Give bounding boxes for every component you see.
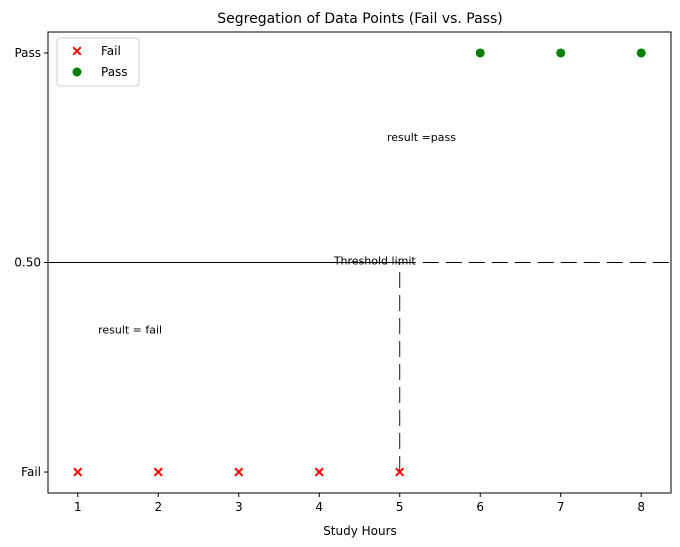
fail-point	[395, 467, 405, 477]
fail-point	[153, 467, 163, 477]
fail-point	[314, 467, 324, 477]
legend-label: Pass	[101, 65, 128, 79]
x-tick-label: 1	[74, 500, 82, 514]
annotations: result =pass Threshold limit result = fail	[98, 131, 456, 337]
x-tick-label: 7	[557, 500, 565, 514]
x-axis-label: Study Hours	[323, 524, 397, 538]
x-tick-label: 5	[396, 500, 404, 514]
x-tick-label: 4	[315, 500, 323, 514]
chart-title: Segregation of Data Points (Fail vs. Pas…	[217, 11, 502, 27]
data-points	[73, 48, 646, 477]
legend-fail-marker	[72, 46, 82, 56]
pass-point	[475, 48, 485, 58]
pass-point	[556, 48, 566, 58]
x-tick-label: 2	[154, 500, 162, 514]
legend-pass-marker	[72, 67, 82, 77]
x-tick-label: 3	[235, 500, 243, 514]
threshold-lines	[48, 262, 671, 473]
axis-ticks: 1 2 3 4 5 6 7 8 Fail 0.50 Pass	[14, 46, 645, 514]
annotation-text: result =pass	[387, 131, 456, 144]
y-tick-label: Pass	[14, 46, 41, 60]
y-tick-label: Fail	[21, 465, 41, 479]
legend: Fail Pass	[56, 37, 140, 87]
fail-point	[73, 467, 83, 477]
x-tick-label: 6	[476, 500, 484, 514]
fail-point	[234, 467, 244, 477]
pass-point	[636, 48, 646, 58]
annotation-text: Threshold limit	[333, 254, 417, 267]
y-tick-label: 0.50	[14, 256, 41, 270]
legend-label: Fail	[101, 44, 121, 58]
plot-frame	[47, 31, 672, 494]
annotation-text: result = fail	[98, 324, 162, 337]
x-tick-label: 8	[637, 500, 645, 514]
